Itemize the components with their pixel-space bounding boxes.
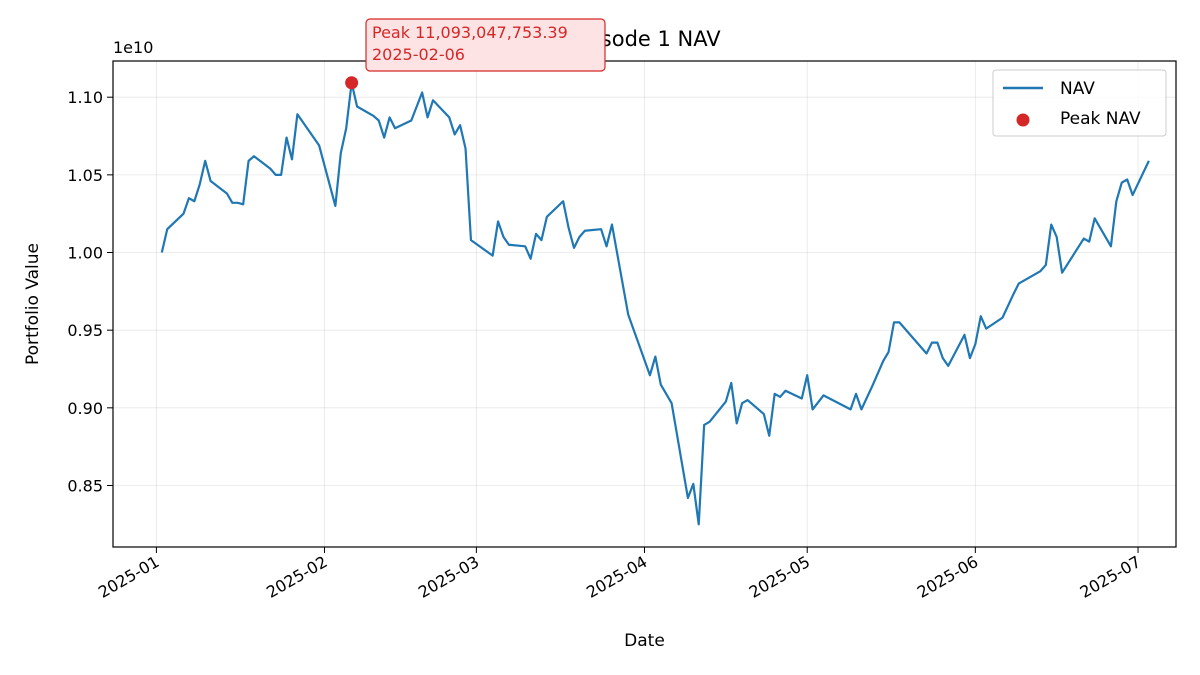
grid-layer	[113, 61, 1176, 547]
y-tick-label: 1.00	[67, 244, 103, 263]
legend-box	[992, 69, 1167, 137]
line-layer	[160, 81, 1150, 526]
y-tick-label: 0.95	[67, 321, 103, 340]
legend-peak-swatch	[1016, 113, 1030, 127]
y-multiplier-label: 1e10	[113, 38, 153, 57]
legend-nav-label: NAV	[1060, 79, 1095, 99]
peak-annotation-box	[365, 18, 606, 72]
marker-layer	[345, 76, 359, 90]
peak-annotation-line1: Peak 11,093,047,753.39	[372, 23, 568, 42]
nav-series-line	[160, 81, 1150, 526]
y-tick-label: 1.10	[67, 88, 103, 107]
peak-annotation-line2: 2025-02-06	[372, 45, 465, 64]
x-axis-label: Date	[624, 631, 665, 651]
peak-annotation: Peak 11,093,047,753.39 2025-02-06	[365, 18, 606, 72]
y-axis-label: Portfolio Value	[23, 243, 43, 365]
legend: NAV Peak NAV	[992, 69, 1167, 137]
y-tick-label: 0.85	[67, 476, 103, 495]
y-tick-label: 0.90	[67, 399, 103, 418]
peak-nav-point	[345, 76, 359, 90]
legend-peak-label: Peak NAV	[1060, 109, 1141, 129]
y-tick-label: 1.05	[67, 166, 103, 185]
